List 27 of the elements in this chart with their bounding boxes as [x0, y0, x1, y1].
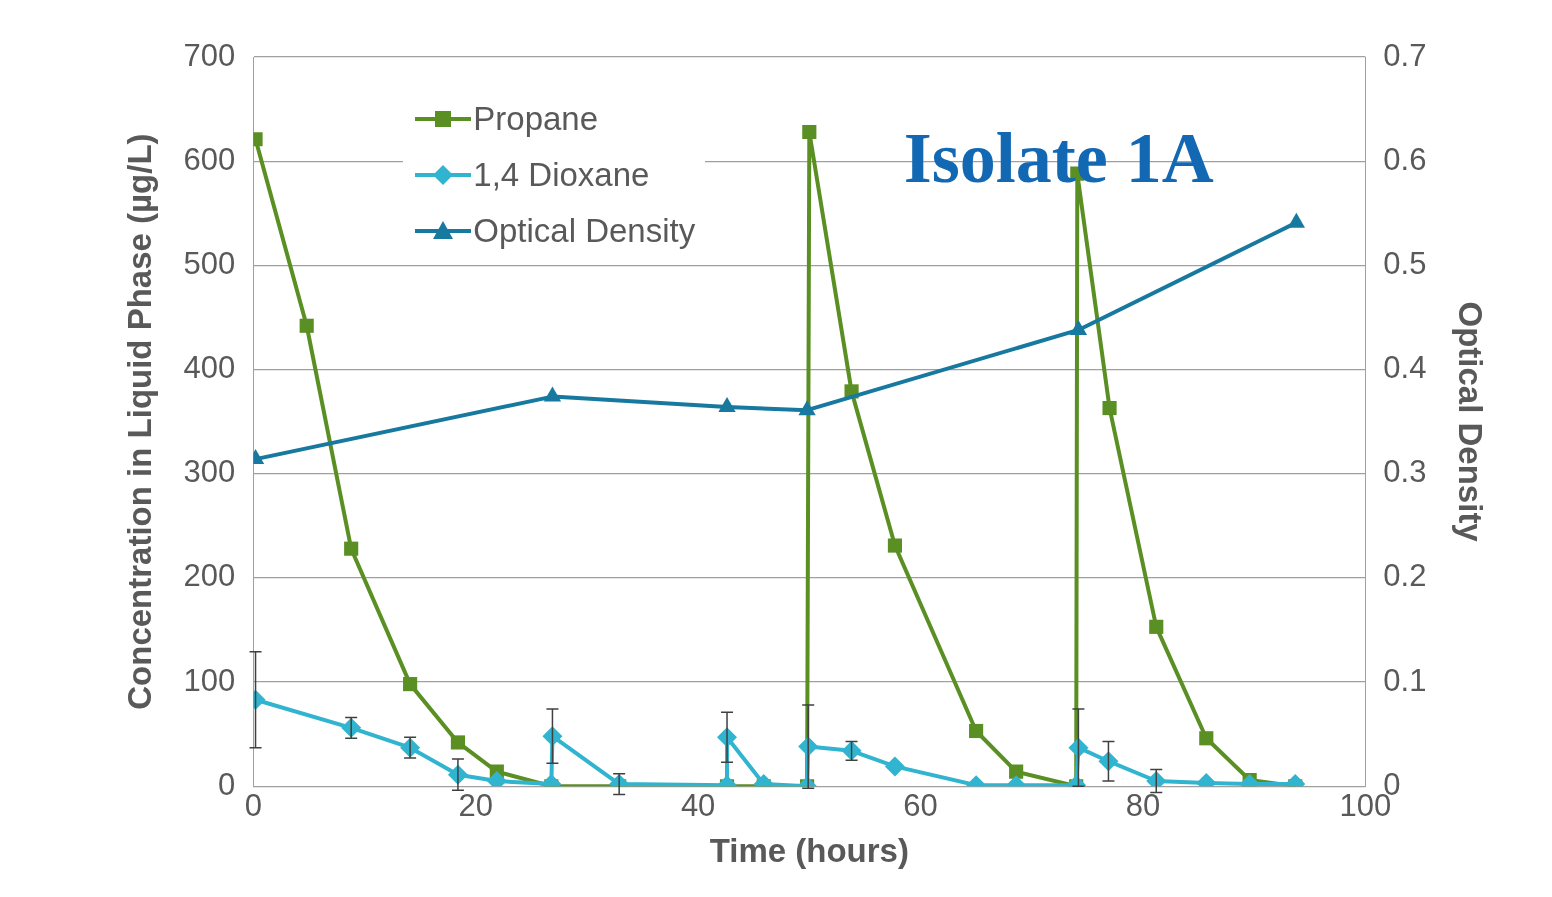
x-tick-label: 0: [244, 788, 262, 824]
y2-tick-label: 0.5: [1383, 245, 1427, 281]
x-tick-label: 20: [458, 788, 493, 824]
y-tick-label: 200: [183, 558, 236, 594]
y-tick-label: 600: [183, 141, 236, 177]
y2-tick-label: 0.6: [1383, 141, 1427, 177]
y-tick-label: 400: [183, 350, 236, 386]
y-tick-label: 300: [183, 454, 236, 490]
y2-tick-label: 0.3: [1383, 454, 1427, 490]
x-tick-label: 40: [680, 788, 716, 824]
y-tick-label: 500: [183, 245, 236, 281]
x-tick-label: 60: [903, 788, 938, 824]
legend-label: Optical Density: [473, 212, 696, 250]
y2-tick-label: 0.4: [1383, 350, 1427, 386]
y-tick-label: 0: [218, 766, 236, 802]
legend-label: 1,4 Dioxane: [473, 156, 650, 194]
y-tick-label: 700: [183, 37, 236, 73]
y-tick-label: 100: [183, 662, 236, 698]
legend-label: Propane: [473, 100, 599, 138]
y2-axis-title: Optical Density: [1452, 301, 1490, 543]
x-axis-title: Time (hours): [709, 832, 909, 870]
x-tick-label: 80: [1125, 788, 1161, 824]
y-axis-title: Concentration in Liquid Phase (µg/L): [120, 133, 158, 710]
y2-tick-label: 0.2: [1383, 558, 1427, 594]
y2-tick-label: 0.7: [1383, 37, 1427, 73]
y2-tick-label: 0.1: [1383, 662, 1427, 698]
annotation: Isolate 1A: [903, 117, 1214, 200]
